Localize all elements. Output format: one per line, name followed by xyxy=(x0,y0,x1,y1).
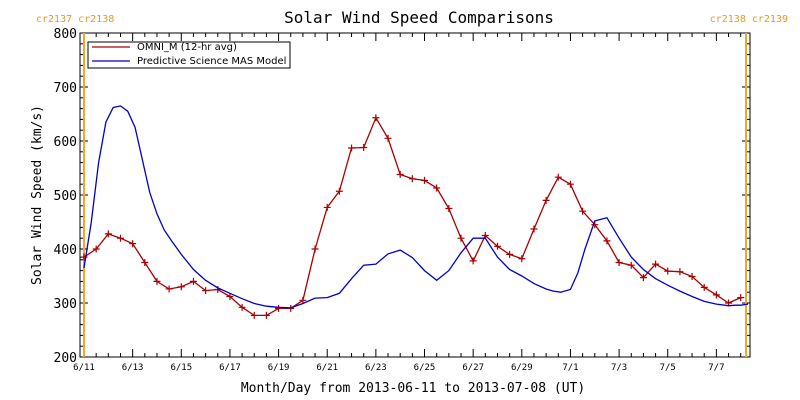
omni-data-point xyxy=(384,134,392,142)
x-tick-label: 6/21 xyxy=(316,363,338,373)
omni-data-point xyxy=(238,303,246,311)
omni-data-point xyxy=(493,242,501,250)
x-tick-label: 6/29 xyxy=(511,363,533,373)
x-tick-label: 6/11 xyxy=(73,363,95,373)
omni-data-point xyxy=(676,268,684,276)
omni-data-point xyxy=(262,311,270,319)
legend-label-omni: OMNI_M (12-hr avg) xyxy=(137,42,237,53)
axes: 200 300 400 500 600 700 800 6/11 6/13 6/15 6/17 6/1… xyxy=(54,27,751,373)
omni-data-point xyxy=(433,184,441,192)
plot-area xyxy=(80,105,749,319)
legend-box xyxy=(87,41,291,69)
omni-data-point xyxy=(165,285,173,293)
rotation-marker-label-right: cr2138 cr2139 xyxy=(710,14,788,25)
omni-data-point xyxy=(372,114,380,122)
omni-data-point xyxy=(421,176,429,184)
omni-data-point xyxy=(141,259,149,266)
x-tick-label: 6/23 xyxy=(365,363,387,373)
omni-data-point xyxy=(579,207,587,215)
omni-data-point xyxy=(177,283,185,291)
y-tick-label: 600 xyxy=(54,135,77,150)
x-tick-label: 6/17 xyxy=(219,363,241,373)
y-tick-label: 400 xyxy=(54,243,77,258)
y-tick-label: 300 xyxy=(54,297,77,312)
omni-data-point xyxy=(737,294,745,302)
x-tick-label: 6/27 xyxy=(462,363,484,373)
plot-frame xyxy=(79,32,751,358)
omni-data-point xyxy=(518,255,526,263)
omni-data-point xyxy=(104,230,112,238)
omni-data-point xyxy=(153,277,161,285)
x-tick-label: 7/1 xyxy=(562,363,578,373)
omni-data-point xyxy=(335,187,343,195)
omni-data-point xyxy=(311,245,319,253)
series-mas-line xyxy=(83,105,749,309)
omni-data-point xyxy=(530,225,538,233)
y-tick-label: 700 xyxy=(54,81,77,96)
omni-data-point xyxy=(226,293,234,301)
x-tick-label: 6/19 xyxy=(268,363,290,373)
omni-data-point xyxy=(700,283,708,291)
omni-data-point xyxy=(129,240,137,248)
rotation-markers xyxy=(83,33,747,357)
legend: OMNI_M (12-hr avg) Predictive Science MA… xyxy=(87,41,291,69)
y-tick-label: 500 xyxy=(54,189,77,204)
omni-data-point xyxy=(457,234,465,242)
omni-data-point xyxy=(603,237,611,245)
omni-data-point xyxy=(250,311,258,319)
y-axis-label: Solar Wind Speed (km/s) xyxy=(30,105,45,285)
omni-data-point xyxy=(688,273,696,281)
omni-data-point xyxy=(92,245,100,253)
legend-label-mas: Predictive Science MAS Model xyxy=(137,56,286,67)
x-tick-label: 7/5 xyxy=(660,363,676,373)
omni-data-point xyxy=(664,267,672,275)
omni-data-point xyxy=(408,175,416,183)
omni-data-point xyxy=(652,260,660,268)
omni-data-point xyxy=(542,196,550,204)
omni-data-point xyxy=(396,170,404,178)
y-tick-label: 800 xyxy=(54,27,77,42)
x-tick-label: 6/25 xyxy=(414,363,436,373)
omni-data-point xyxy=(615,259,623,266)
omni-data-point xyxy=(554,173,562,181)
rotation-marker-label-left: cr2137 cr2138 xyxy=(36,14,114,25)
x-tick-label: 7/3 xyxy=(611,363,627,373)
omni-data-point xyxy=(506,250,514,258)
omni-data-point xyxy=(299,296,307,304)
x-tick-label: 6/13 xyxy=(122,363,144,373)
omni-data-point xyxy=(116,234,124,242)
omni-data-point xyxy=(189,277,197,285)
x-axis-label: Month/Day from 2013-06-11 to 2013-07-08 … xyxy=(241,381,585,396)
omni-data-point xyxy=(323,203,331,211)
x-tick-label: 7/7 xyxy=(708,363,724,373)
omni-data-point xyxy=(275,304,283,312)
omni-data-point xyxy=(712,291,720,299)
y-tick-label: 200 xyxy=(54,351,77,366)
series-omni-line xyxy=(83,116,741,317)
omni-data-point xyxy=(469,257,477,265)
omni-data-point xyxy=(445,205,453,212)
omni-data-point xyxy=(202,287,210,295)
omni-data-point xyxy=(360,143,368,151)
omni-data-point xyxy=(566,180,574,188)
x-tick-label: 6/15 xyxy=(170,363,192,373)
omni-data-point xyxy=(348,144,356,152)
chart-title: Solar Wind Speed Comparisons xyxy=(284,8,554,27)
omni-data-point xyxy=(627,261,635,269)
omni-data-point xyxy=(639,274,647,282)
